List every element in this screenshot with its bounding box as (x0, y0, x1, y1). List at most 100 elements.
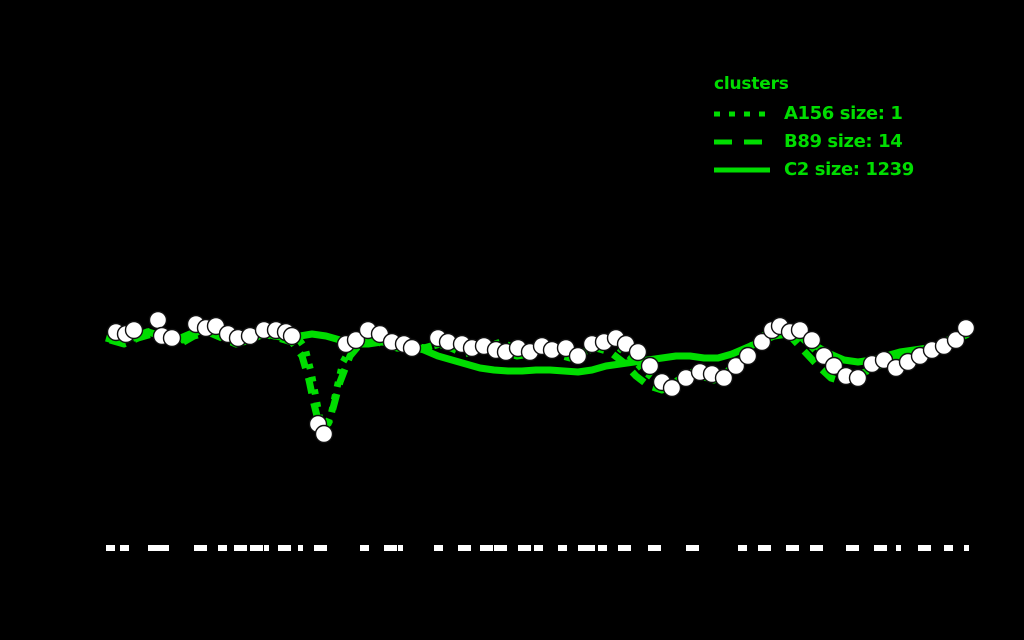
rug-tick (786, 545, 791, 551)
legend-entry-c2[interactable]: C2 size: 1239 (712, 156, 1012, 184)
rug-tick (314, 545, 319, 551)
rug-tick (364, 545, 369, 551)
data-point-marker (628, 342, 648, 362)
rug-tick (286, 545, 291, 551)
rug-tick (738, 545, 743, 551)
legend-title: clusters (714, 74, 789, 94)
data-point-marker (314, 424, 334, 444)
rug-tick (148, 545, 153, 551)
marker-layer (106, 310, 976, 444)
legend-key-dotted-icon (712, 104, 774, 124)
rug-tick (652, 545, 657, 551)
rug-tick (106, 545, 111, 551)
legend-entry-b89[interactable]: B89 size: 14 (712, 128, 1012, 156)
rug-tick (846, 545, 851, 551)
data-point-marker (282, 326, 302, 346)
rug-tick (518, 545, 523, 551)
rug-tick (494, 545, 499, 551)
legend-label-c2: C2 size: 1239 (784, 159, 914, 180)
rug-tick (582, 545, 587, 551)
legend-label-a156: A156 size: 1 (784, 103, 903, 124)
rug-tick (896, 545, 901, 551)
data-point-marker (946, 330, 966, 350)
rug-tick (254, 545, 259, 551)
rug-tick (922, 545, 927, 551)
rug-tick (156, 545, 161, 551)
rug-tick (480, 545, 485, 551)
rug-tick (656, 545, 661, 551)
rug-tick (160, 545, 165, 551)
rug-tick (360, 545, 365, 551)
data-point-marker (726, 356, 746, 376)
data-point-marker (402, 338, 422, 358)
rug-tick (484, 545, 489, 551)
data-point-marker (738, 346, 758, 366)
data-point-marker (956, 318, 976, 338)
rug-tick (762, 545, 767, 551)
rug-tick (434, 545, 439, 551)
rug-tick (438, 545, 443, 551)
data-point-marker (790, 320, 810, 340)
rug-tick (562, 545, 567, 551)
rug-tick (790, 545, 795, 551)
rug-tick (298, 545, 303, 551)
data-point-marker (662, 378, 682, 398)
rug-tick (926, 545, 931, 551)
rug-tick (124, 545, 129, 551)
data-point-marker (162, 328, 182, 348)
rug-tick (618, 545, 623, 551)
rug-layer (106, 545, 969, 551)
rug-tick (590, 545, 595, 551)
rug-tick (694, 545, 699, 551)
rug-tick (218, 545, 223, 551)
rug-tick (120, 545, 125, 551)
rug-tick (502, 545, 507, 551)
rug-tick (602, 545, 607, 551)
rug-tick (758, 545, 763, 551)
legend-key-solid-icon (712, 160, 774, 180)
rug-tick (794, 545, 799, 551)
rug-tick (282, 545, 287, 551)
legend-label-b89: B89 size: 14 (784, 131, 903, 152)
legend-entry-a156[interactable]: A156 size: 1 (712, 100, 1012, 128)
rug-tick (458, 545, 463, 551)
rug-tick (558, 545, 563, 551)
rug-tick (198, 545, 203, 551)
rug-tick (488, 545, 493, 551)
rug-tick (598, 545, 603, 551)
data-point-marker (148, 310, 168, 330)
rug-tick (686, 545, 691, 551)
rug-tick (264, 545, 269, 551)
rug-tick (814, 545, 819, 551)
data-point-marker (568, 346, 588, 366)
rug-tick (742, 545, 747, 551)
rug-tick (538, 545, 543, 551)
data-point-marker (640, 356, 660, 376)
rug-tick (882, 545, 887, 551)
rug-tick (578, 545, 583, 551)
rug-tick (164, 545, 169, 551)
rug-tick (392, 545, 397, 551)
rug-tick (250, 545, 255, 551)
rug-tick (850, 545, 855, 551)
rug-tick (398, 545, 403, 551)
data-point-marker (752, 332, 772, 352)
rug-tick (278, 545, 283, 551)
rug-tick (964, 545, 969, 551)
rug-tick (258, 545, 263, 551)
rug-tick (810, 545, 815, 551)
rug-tick (462, 545, 467, 551)
rug-tick (242, 545, 247, 551)
rug-tick (648, 545, 653, 551)
rug-tick (818, 545, 823, 551)
rug-tick (384, 545, 389, 551)
rug-tick (202, 545, 207, 551)
rug-tick (322, 545, 327, 551)
data-point-marker (346, 330, 366, 350)
data-point-marker (714, 368, 734, 388)
rug-tick (522, 545, 527, 551)
rug-tick (690, 545, 695, 551)
rug-tick (626, 545, 631, 551)
rug-tick (234, 545, 239, 551)
